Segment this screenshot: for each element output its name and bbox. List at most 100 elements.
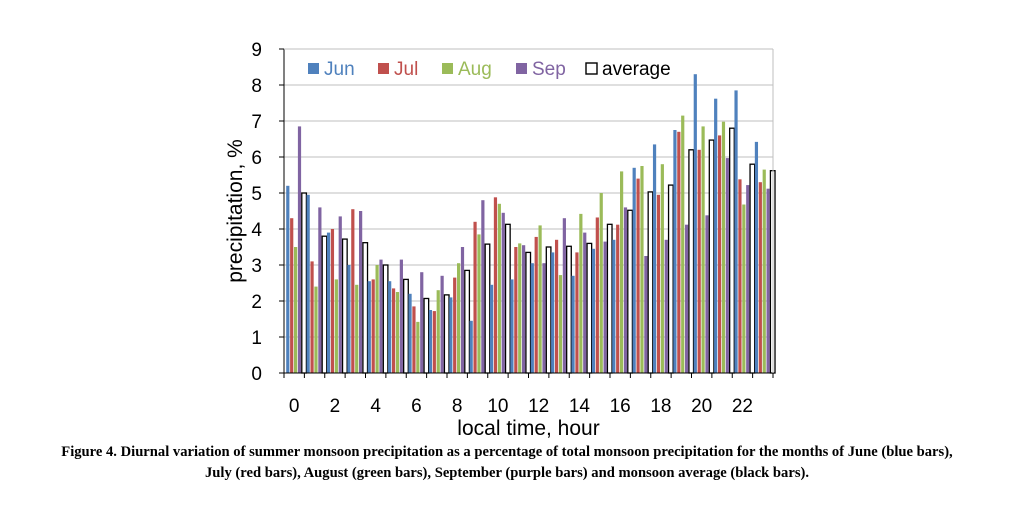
- bar-jun-hour-0: [286, 185, 290, 373]
- bar-average-hour-5: [403, 278, 409, 374]
- bar-aug-hour-6: [416, 321, 420, 373]
- bar-jul-hour-5: [391, 288, 396, 373]
- bar-average-hour-16: [627, 209, 634, 374]
- bar-jul-hour-3: [351, 209, 355, 373]
- bar-aug-hour-7: [436, 290, 440, 373]
- bar-sep-hour-19: [685, 224, 689, 373]
- bar-jul-hour-6: [412, 306, 416, 373]
- legend-label-average: average: [602, 59, 671, 80]
- bar-aug-hour-11: [518, 243, 522, 373]
- bar-aug-hour-8: [457, 263, 461, 373]
- bar-jun-hour-1: [306, 194, 310, 373]
- bar-aug-hour-0: [294, 247, 298, 373]
- bar-jul-hour-4: [371, 279, 375, 373]
- bar-average-hour-9: [484, 243, 491, 374]
- bar-sep-hour-5: [399, 259, 403, 373]
- bar-jul-hour-22: [738, 179, 742, 373]
- y-tick-label: 9: [251, 40, 262, 61]
- bar-jul-hour-7: [432, 311, 436, 373]
- bar-jun-hour-5: [388, 281, 392, 373]
- legend-swatch-aug: [442, 63, 453, 74]
- bar-jul-hour-20: [697, 149, 701, 373]
- axes: [279, 48, 774, 378]
- bar-average-hour-22: [749, 163, 756, 374]
- bar-sep-hour-15: [603, 241, 607, 373]
- bar-jun-hour-3: [347, 265, 351, 373]
- x-tick-label: 12: [528, 396, 549, 417]
- bar-average-hour-7: [443, 294, 450, 374]
- y-tick-label: 5: [251, 184, 262, 205]
- bar-jul-hour-17: [636, 178, 640, 373]
- bar-average-hour-0: [301, 192, 308, 374]
- bar-sep-hour-12: [542, 263, 546, 373]
- bar-jun-hour-6: [408, 293, 412, 373]
- bar-jul-hour-11: [514, 247, 518, 373]
- bar-jun-hour-16: [612, 239, 616, 373]
- bar-jul-hour-19: [677, 131, 681, 373]
- bar-jun-hour-23: [754, 141, 759, 373]
- bar-average-hour-17: [647, 191, 654, 374]
- bar-aug-hour-22: [742, 204, 746, 373]
- bar-jun-hour-14: [571, 275, 575, 373]
- bar-sep-hour-1: [318, 207, 322, 373]
- bar-sep-hour-0: [297, 126, 302, 374]
- x-tick-label: 22: [732, 396, 753, 417]
- bar-average-hour-2: [341, 238, 348, 374]
- bar-average-hour-21: [729, 127, 735, 374]
- bar-average-hour-14: [586, 242, 593, 374]
- bar-aug-hour-10: [497, 203, 501, 373]
- bar-jun-hour-8: [449, 297, 453, 373]
- bar-average-hour-20: [708, 139, 715, 374]
- bar-jul-hour-0: [290, 218, 294, 373]
- bar-aug-hour-21: [721, 121, 726, 373]
- bar-average-hour-6: [423, 297, 430, 374]
- bar-aug-hour-19: [681, 115, 685, 373]
- bar-sep-hour-9: [481, 200, 485, 373]
- bar-sep-hour-6: [420, 272, 424, 373]
- bar-jun-hour-11: [510, 279, 514, 373]
- bar-average-hour-3: [362, 242, 369, 374]
- x-tick-label: 10: [487, 396, 508, 417]
- bars: [286, 74, 776, 374]
- legend-swatch-average: [585, 62, 598, 75]
- bar-aug-hour-1: [314, 286, 318, 373]
- figure-caption: Figure 4. Diurnal variation of summer mo…: [61, 444, 953, 481]
- bar-aug-hour-4: [375, 265, 379, 373]
- y-tick-label: 3: [251, 256, 262, 277]
- bar-sep-hour-20: [705, 215, 709, 373]
- y-tick-label: 4: [251, 220, 262, 241]
- bar-sep-hour-10: [501, 212, 505, 373]
- x-tick-label: 6: [411, 396, 422, 417]
- bar-sep-hour-21: [725, 158, 729, 373]
- bar-sep-hour-13: [562, 218, 566, 373]
- bar-jul-hour-13: [554, 239, 559, 373]
- bar-aug-hour-9: [477, 234, 481, 373]
- bar-jun-hour-20: [693, 74, 697, 373]
- bar-sep-hour-4: [379, 259, 383, 373]
- bar-average-hour-12: [545, 246, 552, 374]
- bar-aug-hour-13: [558, 275, 563, 373]
- x-tick-label: 16: [610, 396, 631, 417]
- bar-aug-hour-18: [660, 164, 664, 373]
- legend-swatch-jul: [378, 63, 389, 74]
- bar-jul-hour-8: [453, 277, 457, 373]
- bar-jun-hour-21: [714, 98, 718, 374]
- legend-label-jun: Jun: [324, 59, 355, 80]
- bar-jun-hour-9: [469, 320, 473, 373]
- y-tick-label: 1: [251, 328, 262, 349]
- bar-jul-hour-9: [473, 221, 477, 373]
- x-tick-label: 14: [569, 396, 591, 417]
- legend: Jun Jul Aug Sep average: [308, 59, 671, 80]
- bar-jun-hour-19: [673, 130, 677, 373]
- bar-jun-hour-2: [326, 232, 331, 373]
- bar-jul-hour-18: [656, 194, 661, 373]
- y-tick-label: 2: [251, 292, 262, 313]
- bar-aug-hour-16: [620, 171, 624, 373]
- bar-aug-hour-12: [538, 225, 542, 373]
- bar-aug-hour-15: [599, 193, 603, 373]
- bar-sep-hour-2: [338, 216, 342, 373]
- bar-jun-hour-22: [734, 90, 738, 374]
